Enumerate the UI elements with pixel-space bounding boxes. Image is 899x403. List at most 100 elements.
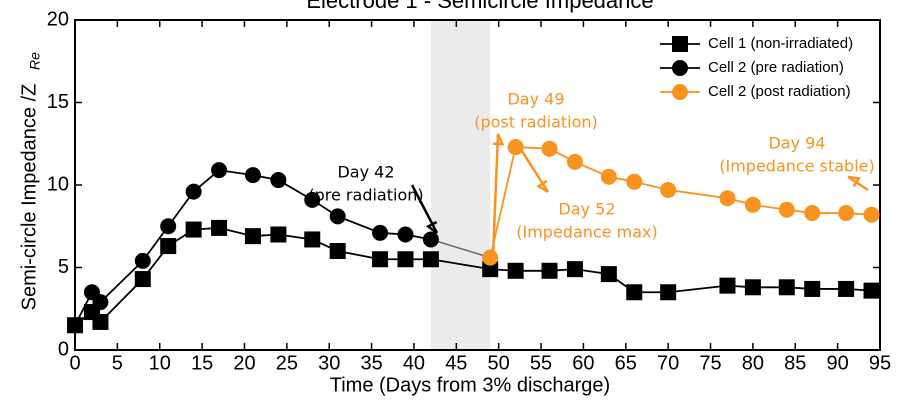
x-tick-label: 30 <box>318 352 340 374</box>
marker <box>244 167 261 184</box>
marker <box>134 252 151 269</box>
annotation: (Impedance max) <box>516 223 657 242</box>
annotation: Day 49 <box>507 90 564 109</box>
marker <box>160 238 177 255</box>
annotation-arrow <box>491 133 500 257</box>
legend-label: Cell 1 (non-irradiated) <box>708 35 853 52</box>
marker <box>270 226 287 243</box>
annotation: Day 94 <box>768 134 825 153</box>
x-tick-label: 85 <box>784 352 806 374</box>
x-tick-label: 25 <box>276 352 298 374</box>
annotation: Day 52 <box>558 200 615 219</box>
x-tick-label: 50 <box>488 352 510 374</box>
marker <box>134 271 151 288</box>
marker <box>838 205 855 222</box>
marker <box>626 173 643 190</box>
marker <box>185 221 202 238</box>
marker <box>185 183 202 200</box>
marker <box>600 168 617 185</box>
marker <box>507 139 524 156</box>
x-tick-label: 0 <box>69 352 80 374</box>
chart-title: Electrode 1 - Semicircle Impedance <box>306 0 653 13</box>
x-tick-label: 5 <box>112 352 123 374</box>
marker <box>329 243 346 259</box>
marker <box>541 140 558 157</box>
x-tick-label: 60 <box>572 352 594 374</box>
annotation: (post radiation) <box>474 113 598 132</box>
marker <box>672 60 688 76</box>
marker <box>397 226 414 243</box>
connector <box>430 238 491 259</box>
x-tick-label: 75 <box>699 352 721 374</box>
legend-label: Cell 2 (pre radiation) <box>708 59 844 76</box>
x-tick-label: 95 <box>869 352 891 374</box>
x-tick-label: 20 <box>233 352 255 374</box>
y-tick-label: 10 <box>47 173 69 195</box>
marker <box>92 313 109 330</box>
marker <box>566 261 583 278</box>
marker <box>211 219 228 236</box>
marker <box>744 196 761 213</box>
arrow-head <box>536 180 549 194</box>
y-tick-label: 15 <box>47 91 69 113</box>
x-axis-label: Time (Days from 3% discharge) <box>330 374 610 396</box>
x-tick-label: 70 <box>657 352 679 374</box>
arrow-head <box>847 175 862 188</box>
marker <box>744 279 761 296</box>
x-tick-label: 55 <box>530 352 552 374</box>
marker <box>660 181 677 198</box>
marker <box>482 249 499 266</box>
annotation: (pre radiation) <box>308 186 423 205</box>
y-axis-label-subscript: Re <box>27 52 43 70</box>
marker <box>838 280 855 297</box>
x-tick-label: 10 <box>149 352 171 374</box>
marker <box>372 251 389 268</box>
y-axis-label-group: Semi-circle Impedance /Z Re <box>18 52 42 310</box>
y-tick-label: 5 <box>58 256 69 278</box>
shaded-region <box>430 20 491 350</box>
marker <box>600 266 617 283</box>
plot-frame <box>74 19 881 351</box>
marker <box>863 206 880 223</box>
marker <box>778 201 795 218</box>
marker <box>270 172 287 189</box>
marker <box>67 317 83 334</box>
marker <box>719 190 736 207</box>
annotation: (Impedance stable) <box>719 157 874 176</box>
marker <box>566 153 583 170</box>
y-axis-label: Semi-circle Impedance /Z <box>18 84 40 311</box>
x-tick-label: 65 <box>615 352 637 374</box>
marker <box>244 228 261 245</box>
marker <box>778 279 795 296</box>
marker <box>160 218 177 235</box>
marker <box>397 251 414 268</box>
x-tick-label: 15 <box>191 352 213 374</box>
marker <box>422 251 439 268</box>
legend: Cell 1 (non-irradiated) Cell 2 (pre radia… <box>660 35 853 100</box>
x-tick-label: 90 <box>827 352 849 374</box>
legend-label: Cell 2 (post radiation) <box>708 83 851 100</box>
marker <box>329 208 346 225</box>
marker <box>482 261 499 278</box>
marker <box>626 284 643 301</box>
marker <box>372 224 389 241</box>
marker <box>507 262 524 279</box>
marker <box>804 280 821 297</box>
x-tick-label: 35 <box>360 352 382 374</box>
arrow-head <box>425 220 438 235</box>
x-tick-label: 45 <box>445 352 467 374</box>
marker <box>804 205 821 222</box>
annotation-arrow <box>847 175 869 192</box>
marker <box>719 277 736 294</box>
x-tick-label: 80 <box>742 352 764 374</box>
annotation: Day 42 <box>337 163 394 182</box>
marker <box>541 262 558 279</box>
marker <box>304 191 321 208</box>
x-tick-label: 40 <box>403 352 425 374</box>
marker <box>304 231 321 248</box>
marker <box>863 282 880 299</box>
arrow-head <box>492 133 505 146</box>
marker <box>660 284 677 301</box>
marker <box>211 162 228 179</box>
